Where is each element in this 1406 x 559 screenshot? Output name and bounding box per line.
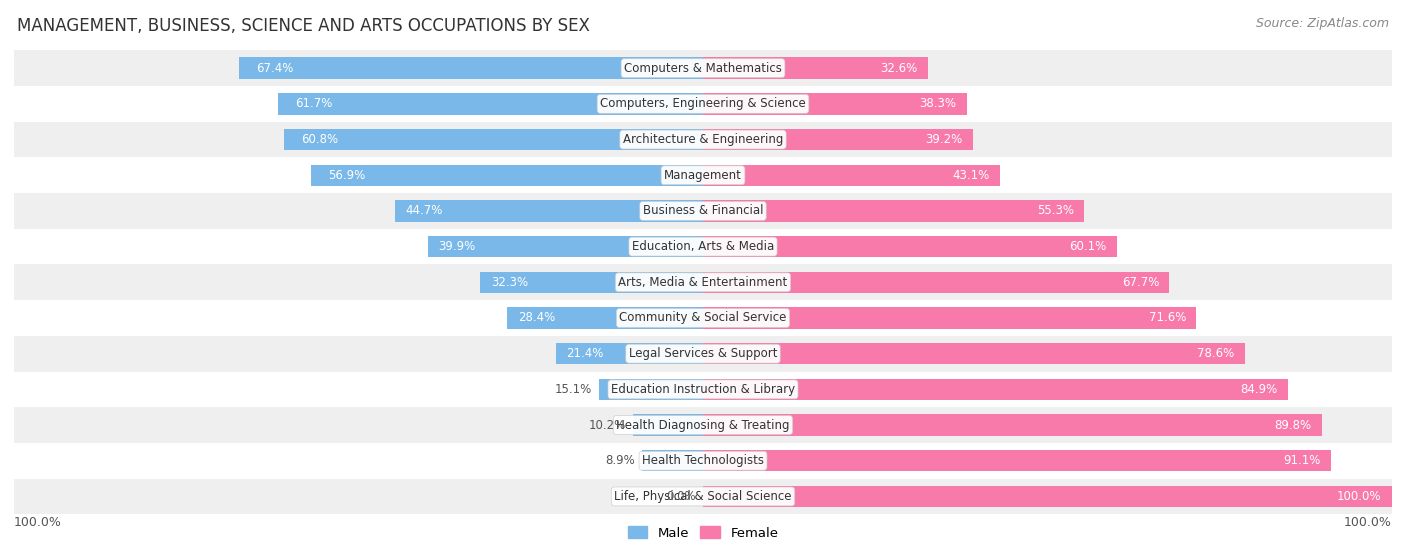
- Bar: [278, 93, 703, 115]
- Text: 60.8%: 60.8%: [301, 133, 339, 146]
- Text: Community & Social Service: Community & Social Service: [619, 311, 787, 324]
- Text: Education Instruction & Library: Education Instruction & Library: [612, 383, 794, 396]
- Text: Arts, Media & Entertainment: Arts, Media & Entertainment: [619, 276, 787, 289]
- Text: 32.6%: 32.6%: [880, 61, 917, 75]
- Legend: Male, Female: Male, Female: [623, 521, 783, 545]
- Bar: [14, 372, 1392, 407]
- Bar: [703, 236, 1116, 257]
- Bar: [14, 407, 1392, 443]
- Bar: [599, 378, 703, 400]
- Bar: [703, 58, 928, 79]
- Bar: [481, 272, 703, 293]
- Bar: [633, 414, 703, 436]
- Text: 39.9%: 39.9%: [439, 240, 475, 253]
- Text: Management: Management: [664, 169, 742, 182]
- Bar: [703, 486, 1392, 507]
- Text: Business & Financial: Business & Financial: [643, 205, 763, 217]
- Bar: [284, 129, 703, 150]
- Text: 100.0%: 100.0%: [1337, 490, 1382, 503]
- Text: Education, Arts & Media: Education, Arts & Media: [631, 240, 775, 253]
- Text: 100.0%: 100.0%: [1344, 516, 1392, 529]
- Text: Computers & Mathematics: Computers & Mathematics: [624, 61, 782, 75]
- Bar: [14, 300, 1392, 336]
- Bar: [703, 93, 967, 115]
- Bar: [14, 50, 1392, 86]
- Bar: [703, 343, 1244, 364]
- Text: 44.7%: 44.7%: [405, 205, 443, 217]
- Text: 100.0%: 100.0%: [14, 516, 62, 529]
- Text: 60.1%: 60.1%: [1070, 240, 1107, 253]
- Bar: [14, 443, 1392, 479]
- Bar: [14, 122, 1392, 158]
- Text: Computers, Engineering & Science: Computers, Engineering & Science: [600, 97, 806, 110]
- Bar: [14, 86, 1392, 122]
- Text: Life, Physical & Social Science: Life, Physical & Social Science: [614, 490, 792, 503]
- Text: 38.3%: 38.3%: [920, 97, 956, 110]
- Text: 0.0%: 0.0%: [666, 490, 696, 503]
- Text: 71.6%: 71.6%: [1149, 311, 1185, 324]
- Text: 89.8%: 89.8%: [1274, 419, 1312, 432]
- Text: 61.7%: 61.7%: [295, 97, 333, 110]
- Bar: [703, 164, 1000, 186]
- Text: 43.1%: 43.1%: [952, 169, 990, 182]
- Text: Health Technologists: Health Technologists: [643, 454, 763, 467]
- Bar: [703, 129, 973, 150]
- Bar: [14, 479, 1392, 514]
- Text: 32.3%: 32.3%: [491, 276, 527, 289]
- Text: Legal Services & Support: Legal Services & Support: [628, 347, 778, 360]
- Bar: [395, 200, 703, 221]
- Bar: [14, 193, 1392, 229]
- Bar: [14, 229, 1392, 264]
- Bar: [703, 414, 1322, 436]
- Text: 84.9%: 84.9%: [1240, 383, 1278, 396]
- Bar: [14, 264, 1392, 300]
- Bar: [14, 336, 1392, 372]
- Bar: [239, 58, 703, 79]
- Text: 67.7%: 67.7%: [1122, 276, 1159, 289]
- Text: 28.4%: 28.4%: [517, 311, 555, 324]
- Text: 10.2%: 10.2%: [589, 419, 626, 432]
- Bar: [311, 164, 703, 186]
- Bar: [14, 158, 1392, 193]
- Text: 8.9%: 8.9%: [605, 454, 634, 467]
- Text: 21.4%: 21.4%: [565, 347, 603, 360]
- Bar: [555, 343, 703, 364]
- Bar: [703, 200, 1084, 221]
- Bar: [641, 450, 703, 471]
- Text: 56.9%: 56.9%: [328, 169, 366, 182]
- Text: Health Diagnosing & Treating: Health Diagnosing & Treating: [616, 419, 790, 432]
- Bar: [703, 272, 1170, 293]
- Bar: [703, 378, 1288, 400]
- Bar: [703, 450, 1330, 471]
- Text: MANAGEMENT, BUSINESS, SCIENCE AND ARTS OCCUPATIONS BY SEX: MANAGEMENT, BUSINESS, SCIENCE AND ARTS O…: [17, 17, 589, 35]
- Text: Source: ZipAtlas.com: Source: ZipAtlas.com: [1256, 17, 1389, 30]
- Text: 91.1%: 91.1%: [1282, 454, 1320, 467]
- Bar: [508, 307, 703, 329]
- Text: 39.2%: 39.2%: [925, 133, 963, 146]
- Text: 15.1%: 15.1%: [555, 383, 592, 396]
- Text: 55.3%: 55.3%: [1036, 205, 1074, 217]
- Text: 78.6%: 78.6%: [1197, 347, 1234, 360]
- Bar: [427, 236, 703, 257]
- Bar: [703, 307, 1197, 329]
- Text: Architecture & Engineering: Architecture & Engineering: [623, 133, 783, 146]
- Text: 67.4%: 67.4%: [256, 61, 294, 75]
